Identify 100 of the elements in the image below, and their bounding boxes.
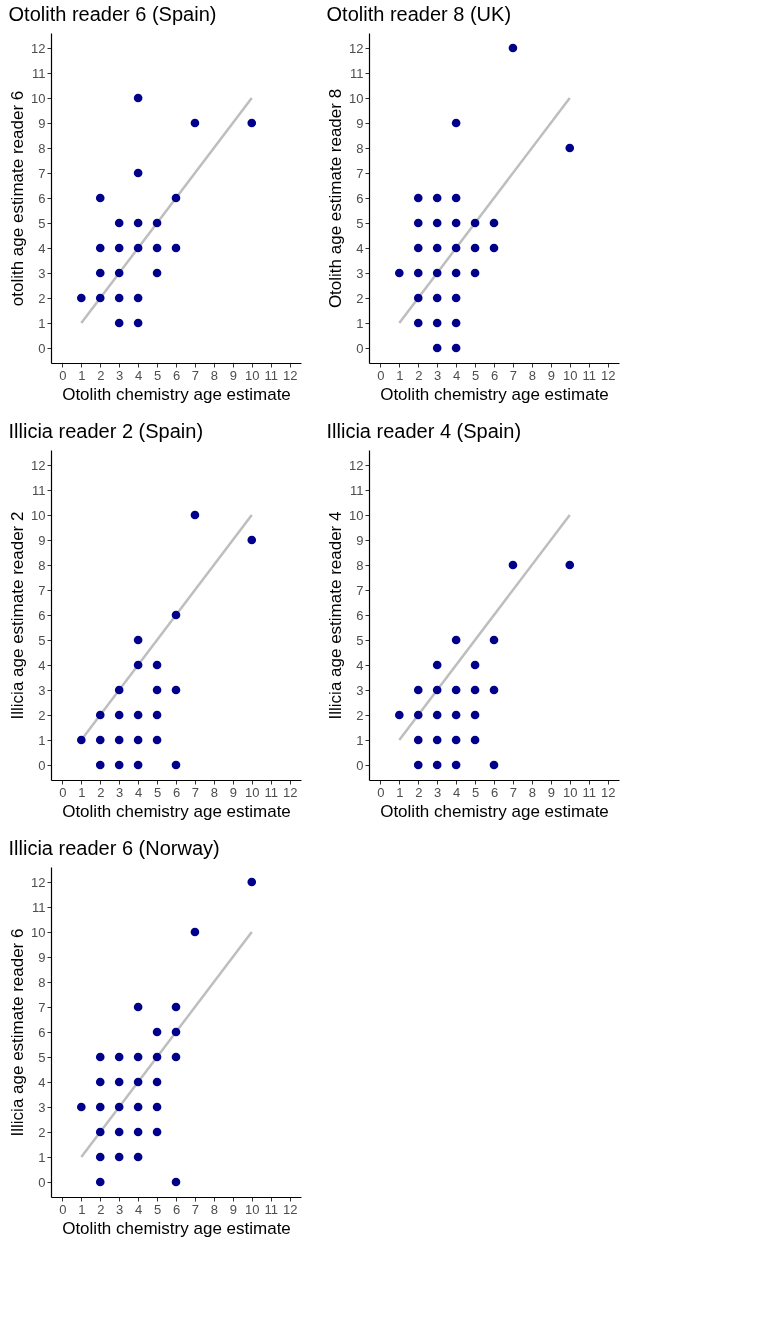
point bbox=[133, 1152, 143, 1162]
y-tick-label: 9 bbox=[356, 532, 364, 548]
y-tick-label: 11 bbox=[350, 65, 364, 81]
x-tick-label: 8 bbox=[210, 784, 218, 800]
y-tick-label: 1 bbox=[356, 732, 364, 748]
y-tick-label: 11 bbox=[32, 899, 46, 915]
point bbox=[114, 1152, 124, 1162]
x-tick-label: 8 bbox=[528, 784, 536, 800]
point bbox=[114, 1052, 124, 1062]
y-tick-label: 5 bbox=[356, 632, 364, 648]
point bbox=[413, 685, 423, 695]
x-tick-label: 11 bbox=[582, 784, 596, 800]
y-tick-label: 6 bbox=[356, 607, 364, 623]
x-tick-label: 0 bbox=[59, 367, 67, 383]
chart-title: Illicia reader 2 (Spain) bbox=[8, 420, 204, 442]
point bbox=[394, 268, 404, 278]
point bbox=[451, 635, 461, 645]
x-tick-label: 10 bbox=[245, 784, 260, 800]
point bbox=[76, 293, 86, 303]
y-tick-label: 2 bbox=[38, 707, 46, 723]
point bbox=[114, 735, 124, 745]
point bbox=[95, 1077, 105, 1087]
point bbox=[133, 318, 143, 328]
y-tick-label: 7 bbox=[356, 165, 364, 181]
point bbox=[451, 268, 461, 278]
x-tick-label: 12 bbox=[600, 367, 616, 383]
point bbox=[95, 293, 105, 303]
y-tick-label: 12 bbox=[31, 457, 46, 473]
point bbox=[114, 710, 124, 720]
chart-title: Otolith reader 6 (Spain) bbox=[8, 3, 217, 25]
y-tick-label: 4 bbox=[38, 1074, 46, 1090]
point bbox=[114, 293, 124, 303]
point bbox=[247, 118, 257, 128]
y-tick-label: 10 bbox=[31, 924, 46, 940]
point bbox=[565, 560, 575, 570]
point bbox=[114, 1102, 124, 1112]
y-tick-label: 7 bbox=[38, 165, 46, 181]
y-tick-label: 6 bbox=[38, 190, 46, 206]
point bbox=[451, 318, 461, 328]
x-tick-label: 8 bbox=[528, 367, 536, 383]
x-tick-label: 11 bbox=[264, 367, 278, 383]
x-tick-label: 4 bbox=[135, 367, 143, 383]
x-tick-label: 5 bbox=[153, 784, 162, 800]
y-tick-label: 5 bbox=[356, 215, 364, 231]
point bbox=[114, 318, 124, 328]
point bbox=[413, 268, 423, 278]
y-tick-label: 3 bbox=[38, 1099, 46, 1115]
x-tick-label: 12 bbox=[282, 784, 298, 800]
x-tick-label: 0 bbox=[377, 367, 385, 383]
y-tick-label: 6 bbox=[38, 607, 46, 623]
point bbox=[413, 735, 423, 745]
y-tick-label: 3 bbox=[356, 265, 364, 281]
y-tick-label: 8 bbox=[38, 557, 46, 573]
y-tick-label: 0 bbox=[356, 757, 364, 773]
point bbox=[133, 218, 143, 228]
point bbox=[133, 710, 143, 720]
y-tick-label: 7 bbox=[38, 999, 46, 1015]
x-tick-label: 10 bbox=[563, 784, 578, 800]
y-tick-label: 12 bbox=[349, 40, 364, 56]
chart-title: Illicia reader 4 (Spain) bbox=[326, 420, 522, 442]
point bbox=[95, 760, 105, 770]
x-tick-label: 0 bbox=[59, 1201, 67, 1217]
point bbox=[133, 1077, 143, 1087]
point bbox=[413, 293, 423, 303]
x-tick-label: 6 bbox=[172, 1201, 181, 1217]
x-tick-label: 3 bbox=[116, 1201, 124, 1217]
point bbox=[413, 710, 423, 720]
x-tick-label: 3 bbox=[434, 367, 442, 383]
y-tick-label: 0 bbox=[356, 340, 364, 356]
point bbox=[114, 1077, 124, 1087]
point bbox=[451, 685, 461, 695]
point bbox=[133, 760, 143, 770]
y-tick-label: 10 bbox=[31, 90, 46, 106]
x-tick-label: 4 bbox=[453, 784, 461, 800]
x-tick-label: 4 bbox=[135, 784, 143, 800]
y-tick-label: 3 bbox=[38, 265, 46, 281]
x-tick-label: 11 bbox=[582, 367, 596, 383]
point bbox=[133, 1002, 143, 1012]
point bbox=[413, 193, 423, 203]
x-tick-label: 9 bbox=[229, 784, 237, 800]
y-tick-label: 5 bbox=[38, 215, 46, 231]
point bbox=[508, 560, 518, 570]
point bbox=[413, 218, 423, 228]
y-tick-label: 11 bbox=[32, 65, 46, 81]
y-axis-title: Otolith age estimate reader 8 bbox=[326, 88, 346, 309]
y-tick-label: 4 bbox=[356, 240, 364, 256]
point bbox=[95, 243, 105, 253]
x-axis-title: Otolith chemistry age estimate bbox=[380, 801, 609, 821]
point bbox=[133, 660, 143, 670]
x-tick-label: 11 bbox=[264, 784, 278, 800]
x-tick-label: 10 bbox=[245, 1201, 260, 1217]
x-tick-label: 2 bbox=[97, 367, 105, 383]
y-tick-label: 9 bbox=[38, 532, 46, 548]
x-tick-label: 3 bbox=[116, 784, 124, 800]
point bbox=[114, 243, 124, 253]
y-tick-label: 6 bbox=[356, 190, 364, 206]
y-tick-label: 2 bbox=[356, 707, 364, 723]
x-tick-label: 10 bbox=[245, 367, 260, 383]
x-axis-title: Otolith chemistry age estimate bbox=[62, 384, 291, 404]
point bbox=[114, 760, 124, 770]
